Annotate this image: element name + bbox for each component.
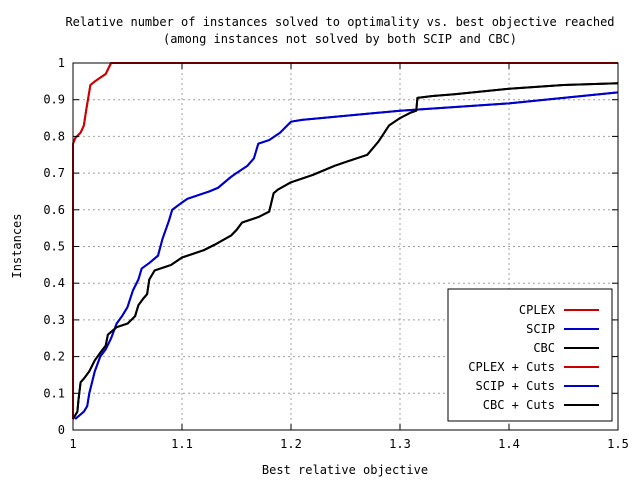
x-tick-label: 1.2 [280, 437, 302, 451]
chart-title: Relative number of instances solved to o… [65, 15, 614, 29]
y-tick-label: 1 [58, 56, 65, 70]
legend-label-cplex: CPLEX [519, 303, 556, 317]
series-line-cplex-cuts [72, 62, 618, 419]
y-tick-label: 0.9 [43, 93, 65, 107]
x-tick-label: 1.3 [389, 437, 411, 451]
y-tick-label: 0.4 [43, 276, 65, 290]
y-tick-label: 0.6 [43, 203, 65, 217]
x-tick-label: 1.4 [498, 437, 520, 451]
y-tick-label: 0.8 [43, 129, 65, 143]
legend-label-cplex-cuts: CPLEX + Cuts [468, 360, 555, 374]
y-tick-label: 0.7 [43, 166, 65, 180]
legend-label-cbc-cuts: CBC + Cuts [483, 398, 555, 412]
legend: CPLEX SCIP CBC CPLEX + Cuts SCIP + Cuts CBC +… [447, 288, 613, 422]
x-tick-label: 1 [69, 437, 76, 451]
y-tick-label: 0.2 [43, 350, 65, 364]
series-lines [72, 62, 619, 420]
y-tick-label: 0.5 [43, 240, 65, 254]
legend-label-cbc: CBC [533, 341, 555, 355]
series-line-scip-cuts [74, 91, 619, 420]
x-tick-label: 1.1 [171, 437, 193, 451]
x-tick-label: 1.5 [607, 437, 629, 451]
x-tick-labels: 1 1.1 1.2 1.3 1.4 1.5 [69, 437, 628, 451]
y-tick-label: 0 [58, 423, 65, 437]
y-tick-label: 0.3 [43, 313, 65, 327]
chart-subtitle: (among instances not solved by both SCIP… [163, 32, 517, 46]
y-axis-label: Instances [10, 213, 24, 278]
legend-label-scip: SCIP [526, 322, 555, 336]
y-tick-label: 0.1 [43, 386, 65, 400]
legend-label-scip-cuts: SCIP + Cuts [476, 379, 555, 393]
axis-ticks [72, 62, 619, 431]
x-axis-label: Best relative objective [262, 463, 428, 477]
y-tick-labels: 0 0.1 0.2 0.3 0.4 0.5 0.6 0.7 0.8 0.9 1 [43, 56, 65, 437]
series-line-cbc-cuts [72, 82, 619, 420]
